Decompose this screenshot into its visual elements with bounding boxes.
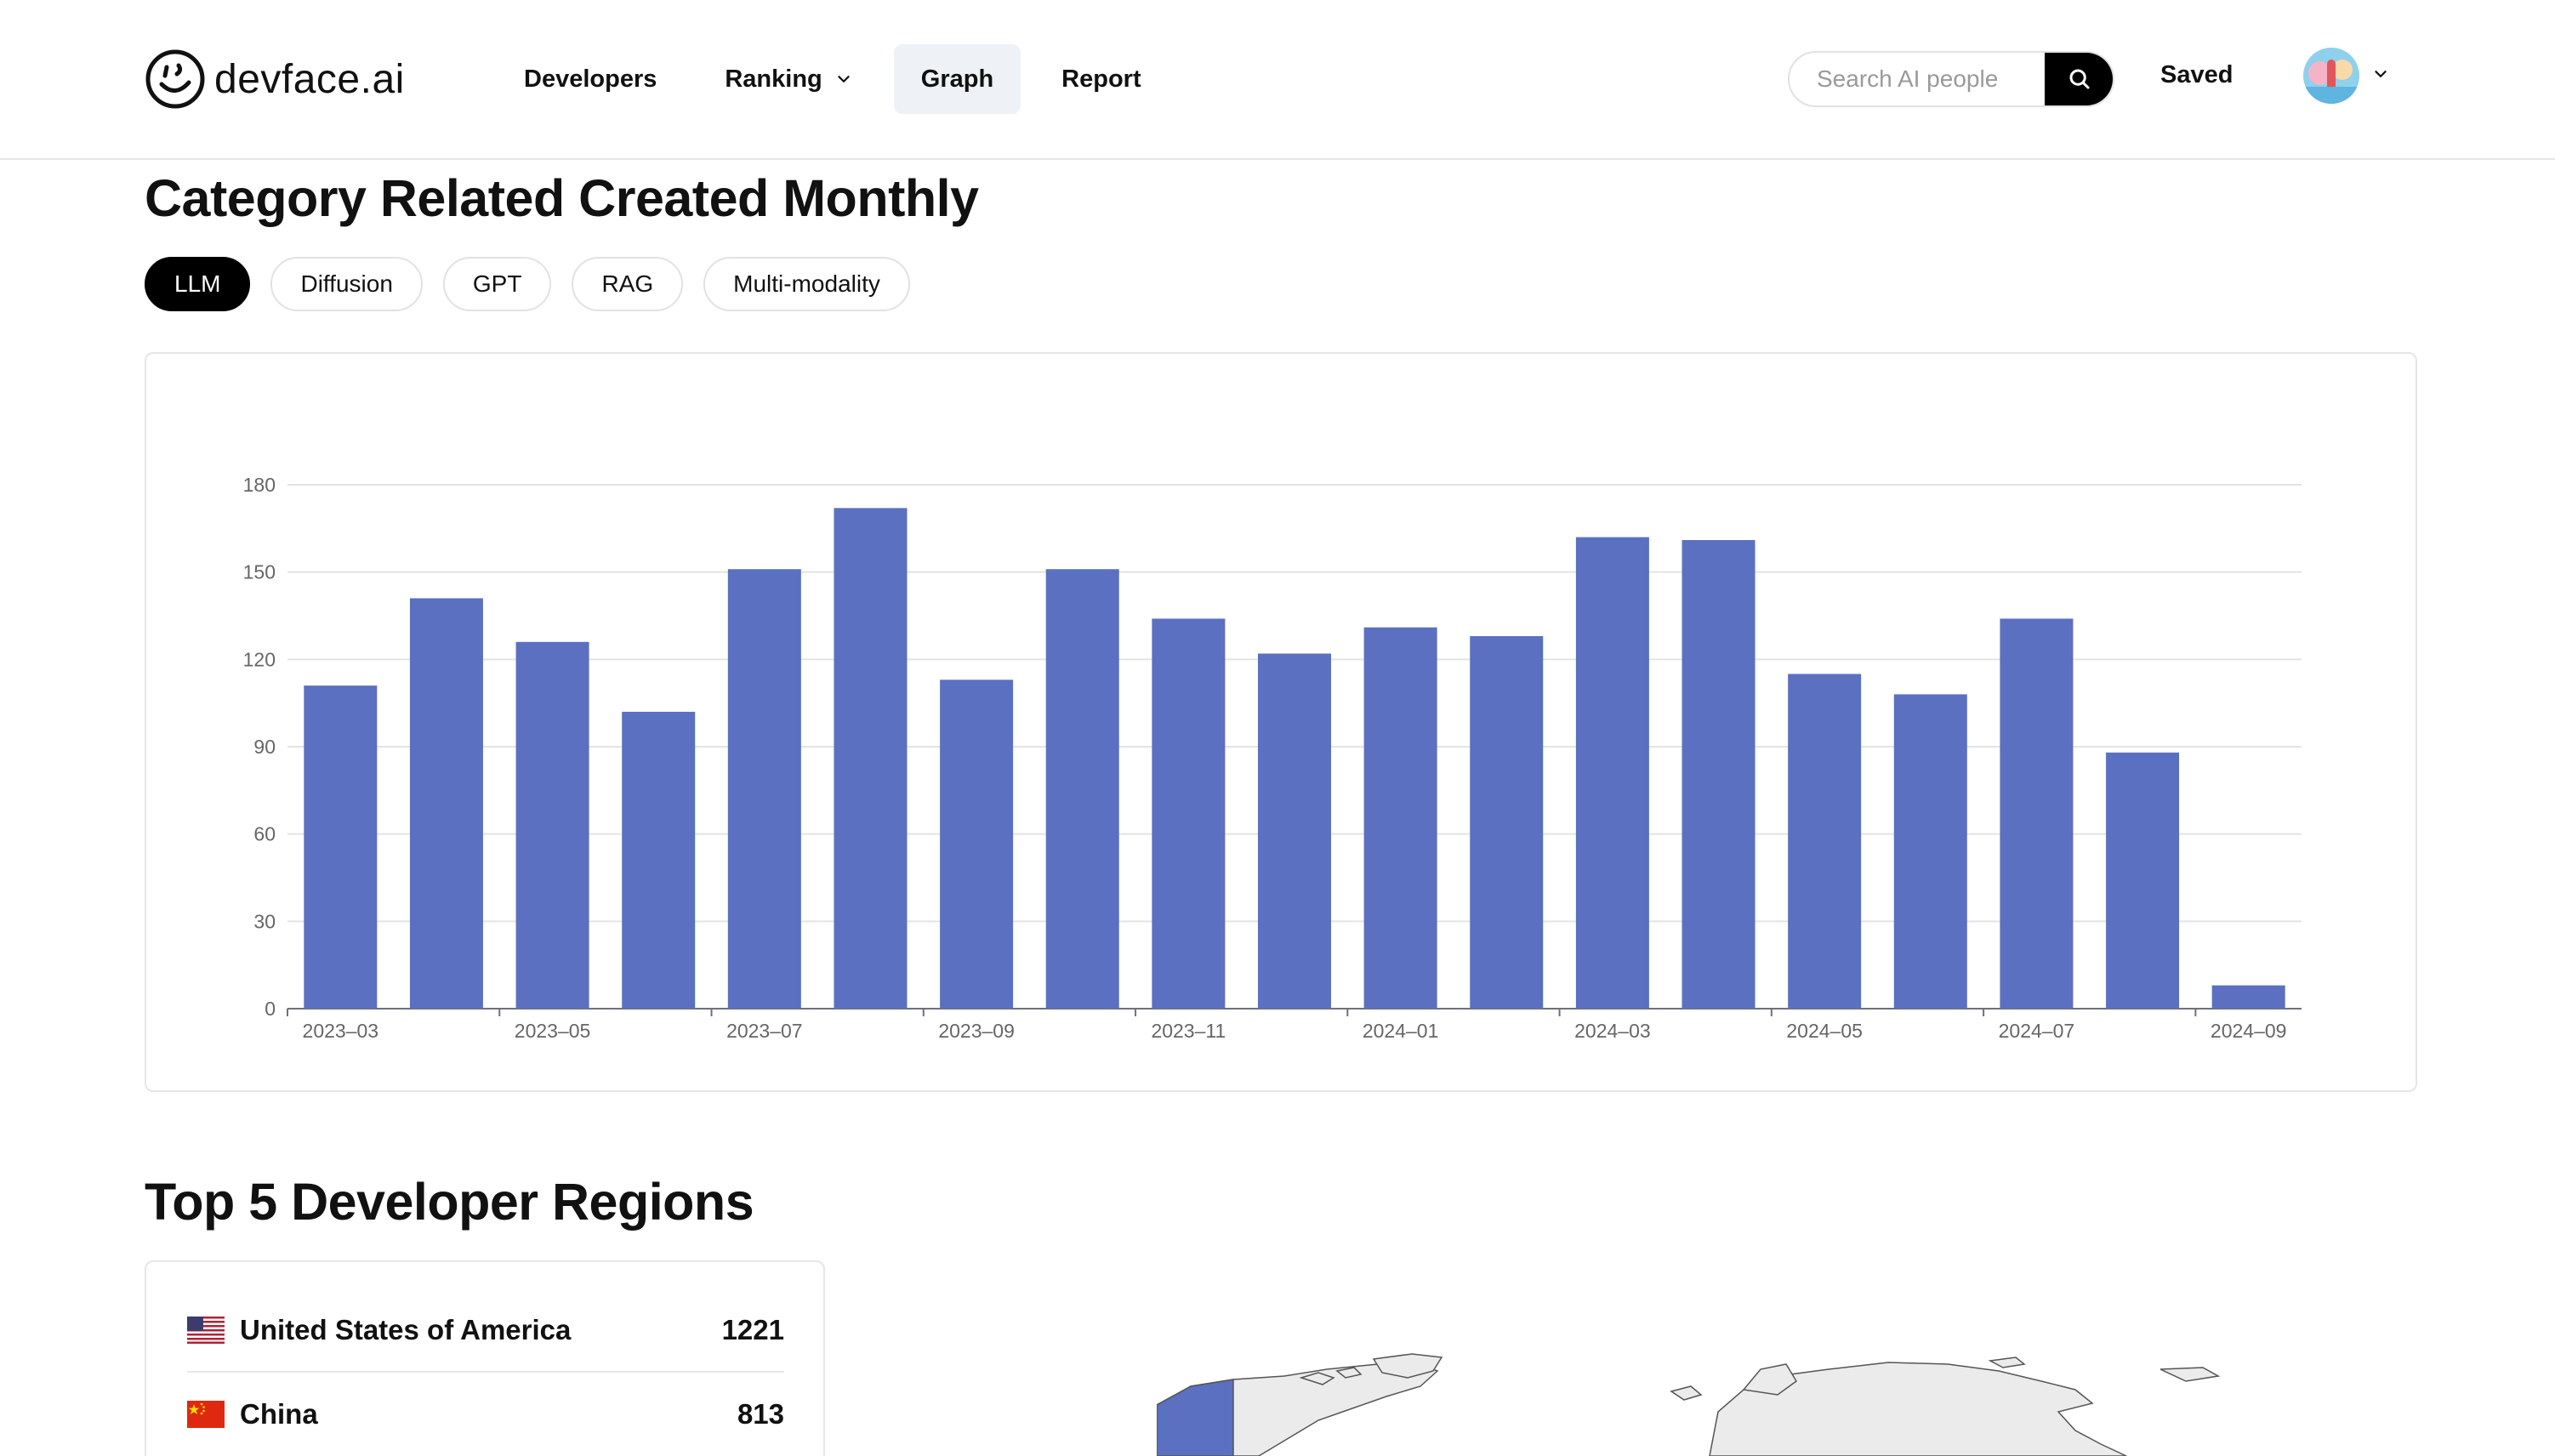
nav-developers-label: Developers	[524, 65, 657, 93]
search-button[interactable]	[2045, 53, 2113, 105]
section-title-regions: Top 5 Developer Regions	[145, 1173, 754, 1231]
tab-diffusion[interactable]: Diffusion	[270, 257, 423, 311]
bar	[1470, 635, 1544, 1009]
tab-multi-modality[interactable]: Multi-modality	[703, 257, 910, 311]
x-tick-label: 2023–05	[515, 1020, 591, 1042]
y-tick-label: 150	[243, 561, 276, 583]
nav-ranking[interactable]: Ranking	[697, 44, 879, 114]
x-tick-label: 2024–07	[1999, 1020, 2075, 1042]
x-tick-label: 2023–09	[938, 1020, 1015, 1042]
nav-graph[interactable]: Graph	[893, 44, 1021, 114]
y-tick-label: 0	[265, 998, 276, 1020]
bar	[1045, 569, 1119, 1009]
nav-graph-label: Graph	[920, 65, 994, 93]
y-tick-label: 60	[253, 823, 276, 845]
bar	[2106, 752, 2180, 1009]
bar	[1152, 618, 1226, 1009]
region-row[interactable]: United States of America 1221	[187, 1289, 784, 1373]
x-tick-label: 2024–05	[1786, 1020, 1863, 1042]
bar	[2211, 985, 2285, 1009]
y-tick-label: 90	[253, 736, 276, 758]
user-menu[interactable]	[2303, 48, 2390, 104]
bar	[1893, 694, 1967, 1009]
bar	[1682, 540, 1755, 1009]
y-tick-label: 120	[243, 648, 276, 670]
us-flag-icon	[187, 1317, 225, 1344]
avatar	[2303, 48, 2359, 104]
tab-gpt[interactable]: GPT	[442, 257, 552, 311]
main-nav: Developers Ranking Graph Report	[497, 44, 1169, 114]
region-name: China	[240, 1398, 318, 1430]
category-tabs: LLM Diffusion GPT RAG Multi-modality	[145, 257, 910, 311]
chevron-down-icon	[838, 76, 850, 82]
tab-llm[interactable]: LLM	[145, 257, 251, 311]
region-count: 813	[737, 1398, 784, 1430]
region-list-card: United States of America 1221 China 813	[145, 1260, 825, 1456]
monthly-chart-card: 0 30 60 90 120 150 180 2023–03 2023–05 2023–07 202…	[145, 352, 2417, 1092]
bar	[834, 508, 908, 1009]
x-tick-label: 2023–03	[303, 1020, 379, 1042]
x-tick-label: 2023–07	[726, 1020, 803, 1042]
bar	[409, 598, 483, 1009]
bar	[622, 711, 696, 1009]
bar	[1575, 537, 1649, 1009]
bar	[1258, 653, 1331, 1009]
region-name: United States of America	[240, 1314, 572, 1345]
y-tick-label: 30	[253, 910, 276, 932]
bar	[727, 569, 801, 1009]
x-tick-label: 2024–03	[1574, 1020, 1651, 1042]
brand-name: devface.ai	[214, 56, 405, 102]
nav-report-label: Report	[1061, 65, 1141, 93]
cn-flag-icon	[187, 1401, 225, 1428]
x-tick-label: 2024–01	[1363, 1020, 1439, 1042]
search-icon	[2069, 69, 2090, 89]
region-count: 1221	[721, 1314, 784, 1345]
bar	[2000, 618, 2074, 1009]
nav-developers[interactable]: Developers	[497, 44, 684, 114]
world-map	[1157, 1352, 2220, 1456]
monthly-bar-chart: 0 30 60 90 120 150 180 2023–03 2023–05 2023–07 202…	[243, 474, 2302, 1042]
bar	[515, 641, 589, 1009]
x-tick-label: 2023–11	[1151, 1020, 1226, 1042]
y-tick-label: 180	[243, 474, 276, 496]
tab-rag[interactable]: RAG	[572, 257, 684, 311]
saved-link[interactable]: Saved	[2160, 61, 2233, 88]
bar	[1788, 674, 1862, 1009]
bar	[1363, 627, 1437, 1009]
search-box	[1788, 51, 2114, 107]
logo[interactable]: devface.ai	[145, 48, 405, 111]
top-nav-bar: devface.ai Developers Ranking Graph Repo…	[0, 0, 2555, 160]
nav-report[interactable]: Report	[1034, 44, 1168, 114]
chevron-down-icon	[2371, 65, 2390, 88]
bar	[940, 680, 1014, 1009]
bar	[304, 685, 378, 1009]
nav-ranking-label: Ranking	[725, 65, 822, 93]
section-title-monthly: Category Related Created Monthly	[145, 169, 979, 227]
x-tick-label: 2024–09	[2211, 1020, 2287, 1042]
smiley-logo-icon	[145, 49, 205, 109]
region-row[interactable]: China 813	[187, 1373, 784, 1456]
